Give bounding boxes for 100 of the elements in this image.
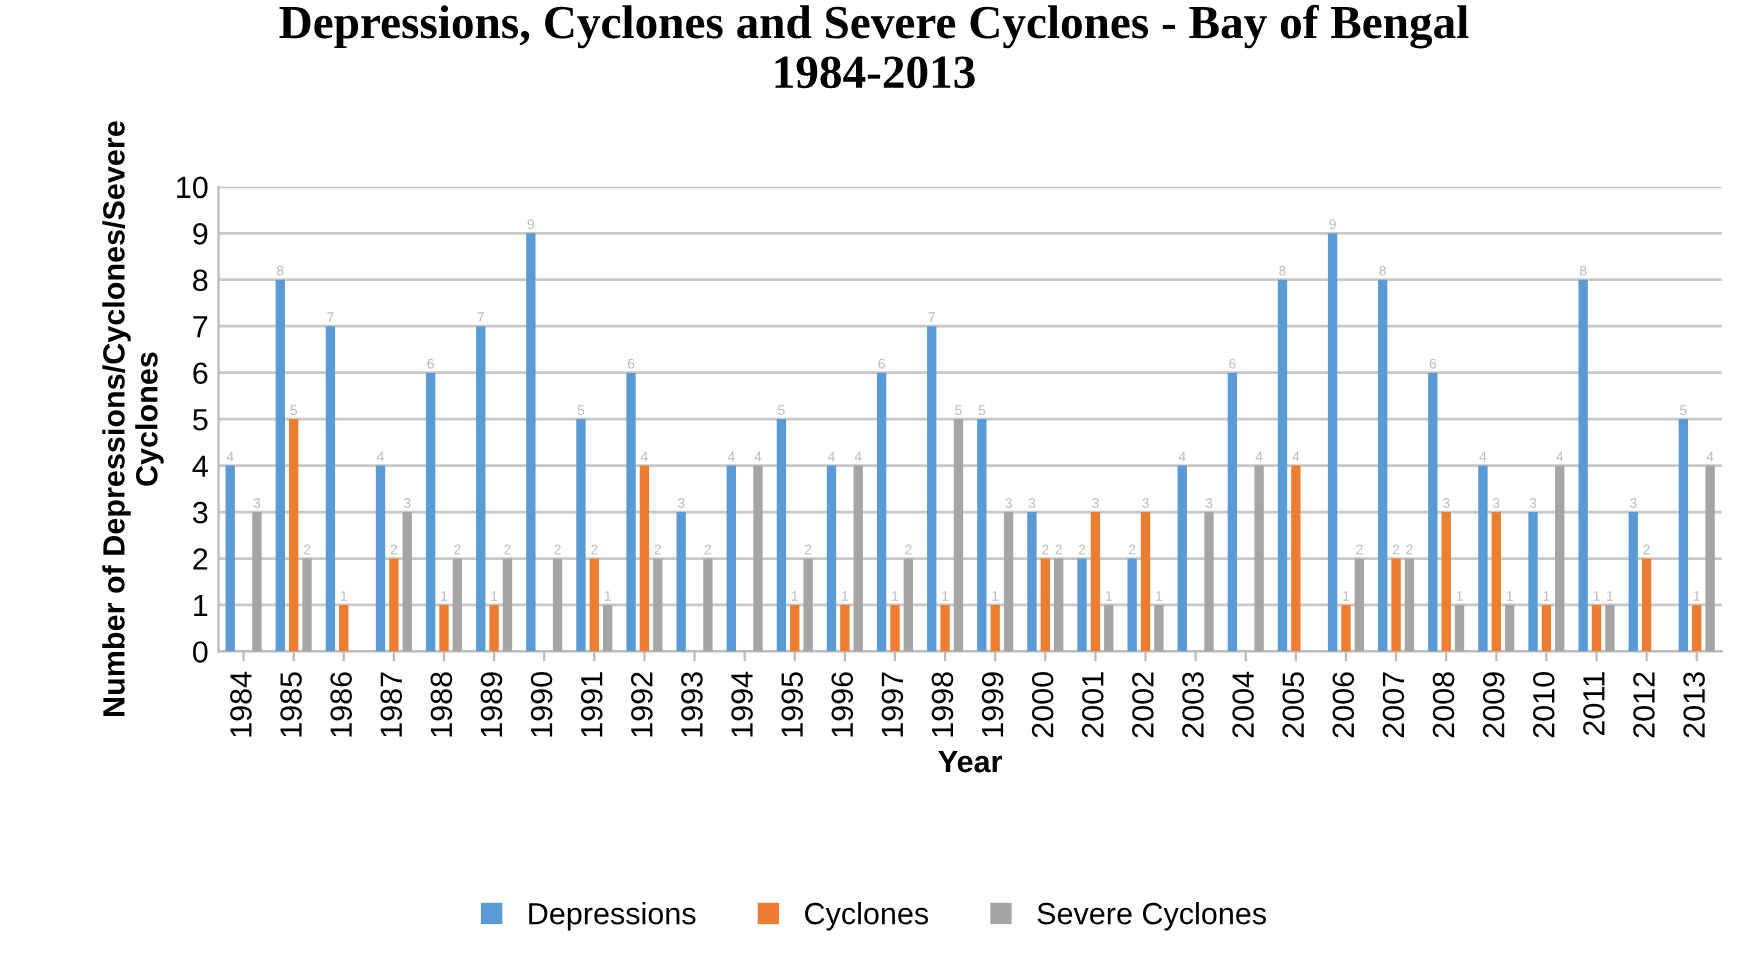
bar [753,465,763,652]
bar [526,233,536,652]
x-axis-title: Year [938,751,1002,773]
y-tick-label: 3 [192,501,208,524]
bar [1378,279,1388,652]
bar [402,512,412,652]
x-tick-label: 1994 [731,671,753,737]
bar [1003,512,1014,652]
bar [1027,512,1037,652]
bar [1641,558,1652,652]
bar [1341,604,1351,652]
bar [1127,558,1137,652]
x-tick-label: 2000 [1031,672,1054,738]
bar [1628,512,1638,652]
bar [1692,604,1702,652]
x-tick-label: 2004 [1232,671,1254,738]
bar [1140,512,1151,652]
bar [389,558,399,652]
legend-label: Cyclones [805,902,929,931]
bar [302,558,312,652]
bar [1254,465,1264,652]
bar [489,604,499,652]
y-tick-label: 7 [193,316,208,338]
bar [977,419,987,652]
x-tick-label: 2011 [1583,672,1605,736]
x-tick-label: 1985 [280,672,302,737]
bar [252,512,262,652]
bar [476,326,486,652]
x-tick-label: 2003 [1182,672,1204,738]
bar [1177,465,1187,652]
bar [1404,558,1415,652]
bar [1678,419,1689,652]
x-tick-label: 1995 [781,672,803,737]
x-tick-label: 1998 [931,672,954,737]
bar [1154,604,1164,652]
x-tick-label: 2005 [1282,672,1305,738]
y-axis-title: Number of Depressions/Cyclones/Severe Cyclones [102,121,164,716]
y-tick-label: 4 [192,455,208,477]
y-tick-label: 8 [193,269,208,292]
bar [853,465,863,652]
bar [225,465,235,652]
y-tick-label: 1 [194,595,208,617]
x-tick-label: 1986 [330,672,352,737]
bar [703,558,713,652]
bar [439,604,449,652]
x-tick-label: 2001 [1081,672,1104,738]
bar [1555,465,1565,652]
bar [653,558,663,652]
bar [603,604,613,652]
bar [1428,372,1438,652]
bar [903,558,914,652]
bar [375,465,386,652]
bar [452,558,463,652]
bar [339,604,349,652]
bar [1090,512,1101,652]
bar [726,465,736,652]
bar [325,326,336,652]
bar [1277,279,1288,652]
bar [1705,465,1715,652]
bar [803,558,813,652]
bar [1605,604,1615,652]
bar [552,558,563,652]
bar [1104,604,1114,652]
bar [676,512,686,652]
bar [826,465,837,652]
x-tick-label: 2012 [1633,672,1655,738]
x-tick-label: 1996 [831,672,854,737]
bar [1053,558,1064,652]
bar [1528,512,1538,652]
y-tick-label: 5 [193,409,208,431]
x-tick-label: 2008 [1432,672,1455,738]
x-tick-label: 1992 [630,672,653,737]
bar [1291,465,1301,652]
bar [1227,372,1238,652]
bar [876,372,887,652]
bar [1541,604,1552,652]
bar [1578,279,1588,652]
y-tick-label: 10 [177,176,208,199]
y-tick-label: 0 [192,641,208,663]
legend-label: Depressions [529,902,696,931]
bar [576,419,586,652]
bar [1354,558,1364,652]
x-tick-label: 1997 [881,672,904,737]
x-tick-label: 2013 [1683,672,1705,738]
x-tick-label: 2007 [1382,672,1405,738]
legend-label: Severe Cyclones [1037,902,1266,931]
bar [840,604,850,652]
x-tick-label: 2002 [1132,672,1154,738]
y-tick-label: 6 [193,362,208,385]
bar [790,604,800,652]
x-tick-label: 1990 [530,672,553,737]
bar [1077,558,1087,652]
y-tick-label: 9 [193,223,208,245]
x-tick-label: 1993 [681,672,703,737]
bar [1491,512,1501,652]
x-tick-label: 1991 [580,672,603,737]
x-tick-label: 2009 [1482,672,1505,738]
bar [940,604,950,652]
bar [1504,604,1515,652]
bar [425,372,436,652]
